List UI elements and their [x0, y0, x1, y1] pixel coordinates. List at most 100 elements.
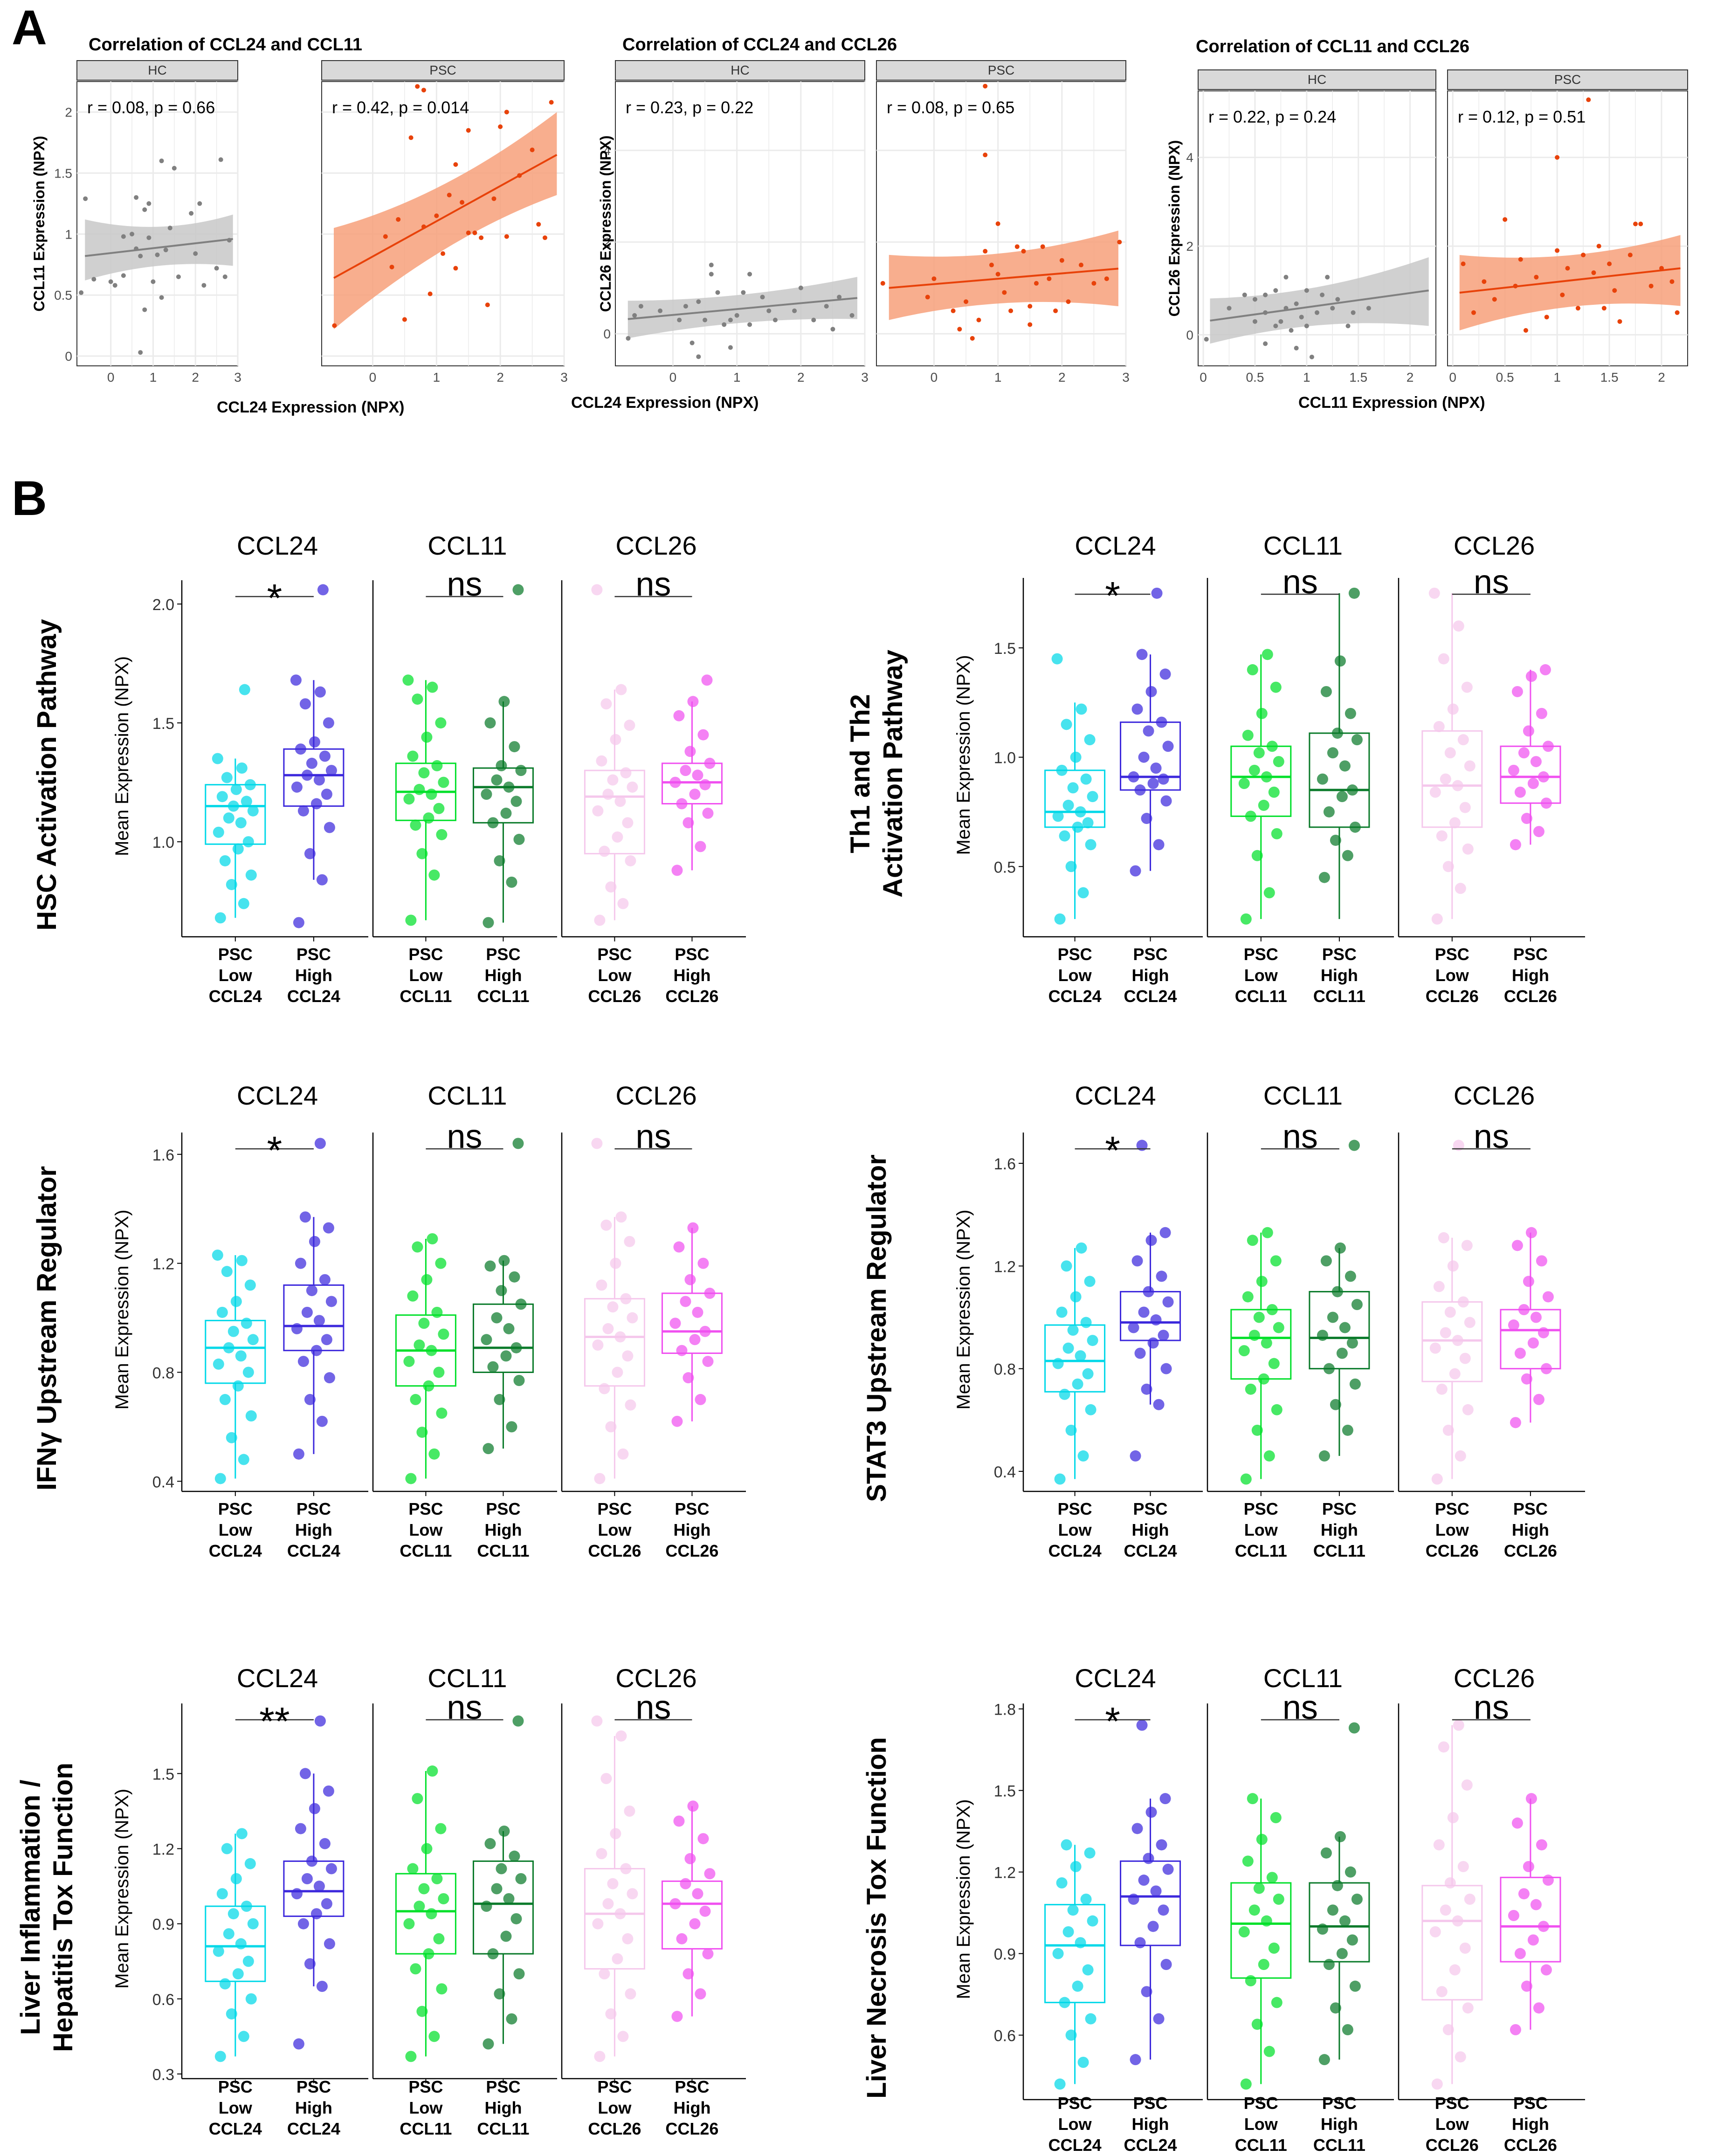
- data-point: [1059, 1997, 1070, 2008]
- data-point: [506, 1421, 517, 1433]
- box: [1230, 745, 1292, 817]
- data-point: [403, 793, 415, 805]
- data-point: [1080, 1317, 1092, 1328]
- data-point: [1158, 1904, 1169, 1916]
- facet-title: CCL11: [428, 1663, 507, 1693]
- panel-b-letter: B: [12, 471, 47, 526]
- x-tick-label: PSC: [297, 945, 331, 964]
- data-point: [673, 1815, 685, 1827]
- y-tick-label: 4: [1186, 151, 1193, 165]
- data-point: [319, 750, 331, 762]
- data-point: [1331, 1880, 1343, 1891]
- data-point: [620, 1293, 632, 1305]
- data-point: [1266, 1304, 1278, 1315]
- data-point: [1575, 306, 1580, 311]
- data-point: [226, 879, 237, 890]
- p-value: p = 0.65: [953, 98, 1014, 117]
- box-group: PSC High CCL24: [283, 1138, 345, 1560]
- data-point: [1153, 1399, 1165, 1410]
- data-point: [219, 1978, 231, 1990]
- data-point: [295, 1257, 306, 1269]
- data-point: [496, 1863, 507, 1874]
- data-point: [491, 196, 496, 201]
- r-value: r = 0.12,: [1458, 107, 1524, 126]
- charts-layer: Correlation of CCL24 and CCL11 HC 0 1 2 3 0 0.5…: [15, 35, 1688, 2155]
- data-point: [1348, 1140, 1360, 1151]
- data-point: [410, 1963, 421, 1975]
- data-point: [1145, 1806, 1157, 1818]
- data-point: [1268, 1943, 1280, 1954]
- x-tick-label: PSC: [1058, 945, 1092, 964]
- y-tick-label: 1.5: [152, 1765, 174, 1783]
- data-point: [431, 760, 443, 771]
- data-point: [1444, 1877, 1456, 1888]
- data-point: [1273, 1894, 1284, 1905]
- data-point: [1511, 1240, 1523, 1251]
- data-point: [1085, 2013, 1096, 2025]
- data-point: [1261, 1337, 1272, 1349]
- data-point: [689, 789, 701, 800]
- data-point: [1525, 1793, 1537, 1805]
- data-point: [1627, 253, 1633, 258]
- data-point: [1070, 1861, 1082, 1872]
- data-point: [1247, 1235, 1258, 1246]
- data-point: [1565, 266, 1570, 271]
- data-point: [1304, 323, 1309, 329]
- y-axis-label: Mean Expression (NPX): [112, 656, 132, 856]
- data-point: [405, 1473, 417, 1484]
- data-point: [1076, 1242, 1087, 1254]
- y-tick-label: 0.5: [994, 858, 1016, 876]
- x-tick-label: High: [1321, 966, 1358, 985]
- data-point: [193, 251, 198, 256]
- row-title: HSC Activation Pathway: [32, 619, 62, 930]
- data-point: [1345, 323, 1351, 329]
- data-point: [607, 1878, 619, 1889]
- x-tick-label: CCL11: [400, 987, 452, 1006]
- data-point: [214, 1473, 226, 1484]
- data-point: [1320, 1847, 1332, 1859]
- data-point: [472, 230, 477, 235]
- box-chart-5: IFNγ Upstream Regulator Mean Expression (…: [32, 1081, 746, 1560]
- data-point: [599, 845, 610, 857]
- box-chart-4: Th1 and Th2 Activation Pathway Mean Expres…: [845, 531, 1585, 1006]
- data-point: [498, 1825, 510, 1837]
- data-point: [427, 1765, 438, 1777]
- data-point: [1461, 1779, 1473, 1791]
- data-point: [1462, 843, 1474, 855]
- y-axis-label: Mean Expression (NPX): [112, 1789, 132, 1989]
- data-point: [235, 1938, 247, 1950]
- facet-ccl24: CCL24 PSC Low CCL24 PSC High CCL24 *: [181, 1081, 368, 1560]
- y-tick-label: 0: [1186, 328, 1193, 342]
- y-tick-label: 1.5: [994, 640, 1016, 658]
- data-point: [1457, 734, 1469, 746]
- data-point: [435, 1257, 447, 1269]
- data-point: [976, 317, 981, 323]
- data-point: [1453, 1140, 1464, 1151]
- data-point: [1128, 1322, 1139, 1333]
- data-point: [1156, 716, 1167, 728]
- data-point: [306, 1855, 317, 1867]
- data-point: [1002, 290, 1007, 295]
- data-point: [1253, 1882, 1265, 1894]
- data-point: [213, 1358, 224, 1370]
- data-point: [435, 717, 447, 729]
- data-point: [235, 817, 247, 829]
- facet-hc: HC 0 0.5 1 1.5 2 0 2 4 r = 0.22, p = 0.24: [1186, 69, 1436, 385]
- data-point: [1436, 830, 1448, 842]
- data-point: [241, 796, 252, 807]
- y-tick-label: 0.6: [152, 1991, 174, 2009]
- data-point: [692, 1888, 703, 1900]
- data-point: [227, 238, 232, 243]
- data-point: [1346, 784, 1358, 796]
- data-point: [1067, 1904, 1079, 1916]
- data-point: [310, 1908, 322, 1920]
- x-tick-label: PSC: [1435, 945, 1469, 964]
- data-point: [592, 1918, 604, 1929]
- data-point: [676, 1933, 688, 1944]
- data-point: [1056, 1877, 1068, 1888]
- data-point: [431, 1306, 443, 1318]
- x-tick-label: 0.5: [1246, 370, 1264, 385]
- data-point: [1061, 1260, 1072, 1272]
- data-point: [1085, 1404, 1096, 1415]
